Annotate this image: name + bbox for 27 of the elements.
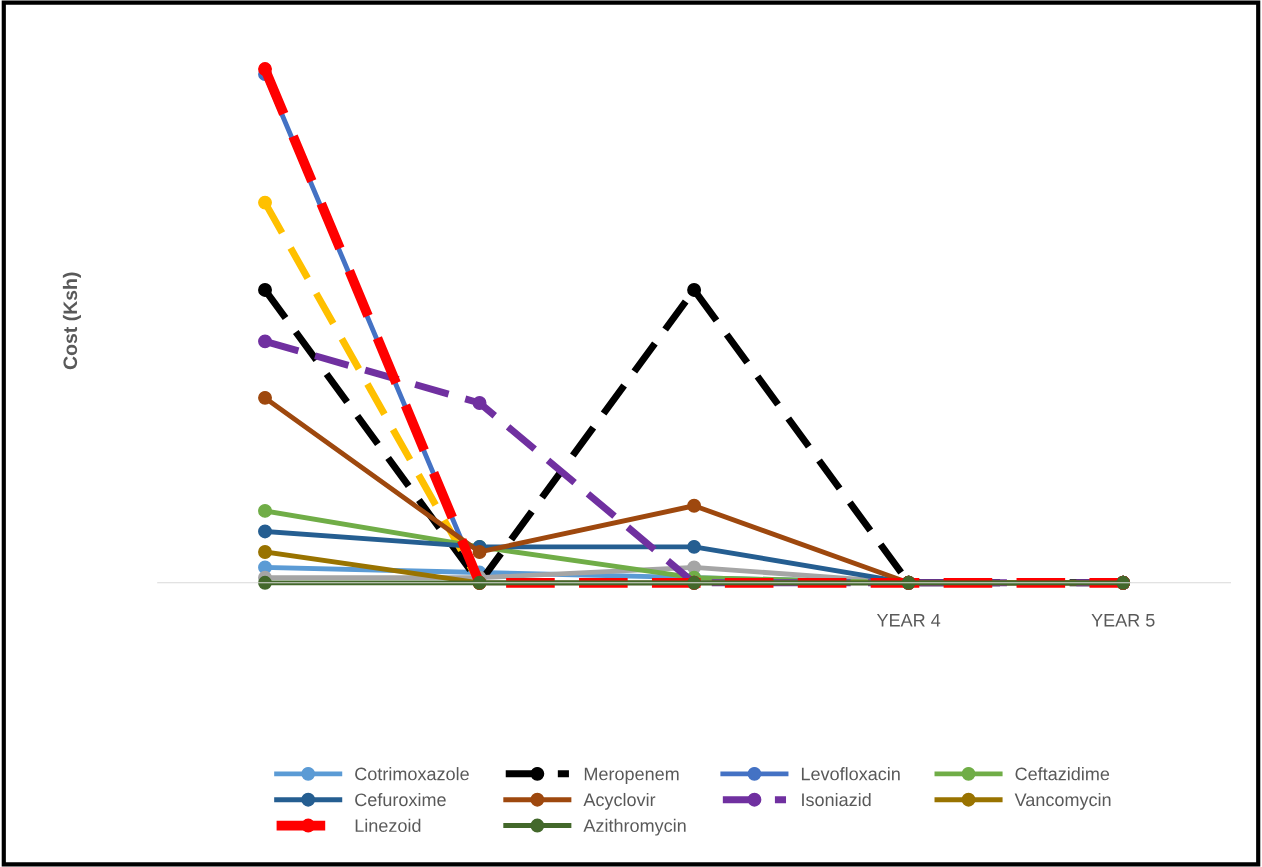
point [687, 498, 702, 513]
point [258, 524, 272, 539]
point [687, 283, 702, 297]
y-axis-title: Cost (Ksh) [62, 272, 81, 370]
point [258, 283, 272, 297]
x-tick-label: YEAR 4 [876, 614, 941, 627]
legend-label: Vancomycin [1014, 792, 1111, 810]
point [258, 575, 272, 590]
point [258, 195, 272, 210]
legend-label: Levofloxacin [801, 767, 900, 781]
point [258, 62, 272, 76]
point [472, 545, 487, 559]
point [258, 503, 272, 518]
legend-label: Azithromycin [583, 818, 686, 836]
legend-label: Cefuroxime [355, 792, 446, 807]
point [687, 539, 702, 554]
legend-label: Meropenem [584, 767, 679, 784]
x-tick-label: YEAR 5 [1091, 614, 1155, 627]
point [472, 396, 487, 410]
point [258, 390, 272, 405]
legend-label: Ceftazidime [1015, 767, 1110, 781]
legend-label: Isoniazid [802, 792, 871, 807]
point [258, 545, 272, 559]
point [258, 334, 272, 349]
legend-label: Linezoid [355, 818, 421, 833]
legend-label: Cotrimoxazole [355, 767, 469, 781]
legend-label: Acyclovir [583, 792, 656, 810]
